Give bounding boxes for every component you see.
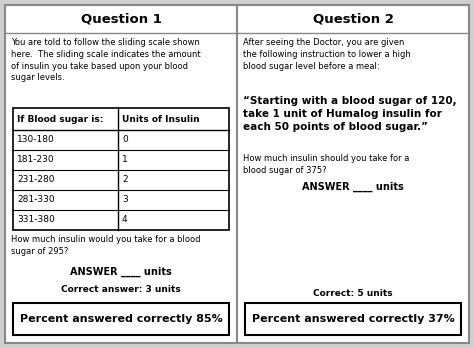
Text: How much insulin should you take for a
blood sugar of 375?: How much insulin should you take for a b… <box>243 154 410 175</box>
Text: Units of Insulin: Units of Insulin <box>122 114 200 124</box>
Text: Percent answered correctly 37%: Percent answered correctly 37% <box>252 314 455 324</box>
Text: 0: 0 <box>122 135 128 144</box>
Bar <box>13 303 229 335</box>
Text: If Blood sugar is:: If Blood sugar is: <box>17 114 103 124</box>
Bar <box>13 108 229 230</box>
Text: 4: 4 <box>122 215 128 224</box>
Text: 2: 2 <box>122 175 128 184</box>
Text: “Starting with a blood sugar of 120,
take 1 unit of Humalog insulin for
each 50 : “Starting with a blood sugar of 120, tak… <box>243 96 456 132</box>
Text: 130-180: 130-180 <box>17 135 55 144</box>
Text: 281-330: 281-330 <box>17 196 55 205</box>
Text: Percent answered correctly 85%: Percent answered correctly 85% <box>19 314 222 324</box>
Text: Question 2: Question 2 <box>312 13 393 25</box>
Text: You are told to follow the sliding scale shown
here.  The sliding scale indicate: You are told to follow the sliding scale… <box>11 38 201 82</box>
Text: How much insulin would you take for a blood
sugar of 295?: How much insulin would you take for a bl… <box>11 235 201 256</box>
Text: ANSWER ____ units: ANSWER ____ units <box>70 267 172 277</box>
Text: 181-230: 181-230 <box>17 156 55 165</box>
Text: After seeing the Doctor, you are given
the following instruction to lower a high: After seeing the Doctor, you are given t… <box>243 38 411 71</box>
Text: Question 1: Question 1 <box>81 13 162 25</box>
Text: 331-380: 331-380 <box>17 215 55 224</box>
Text: 1: 1 <box>122 156 128 165</box>
Text: Correct answer: 3 units: Correct answer: 3 units <box>61 285 181 294</box>
Text: Correct: 5 units: Correct: 5 units <box>313 289 393 298</box>
Text: 3: 3 <box>122 196 128 205</box>
Bar <box>245 303 461 335</box>
Text: 231-280: 231-280 <box>17 175 55 184</box>
Text: ANSWER ____ units: ANSWER ____ units <box>302 182 404 192</box>
